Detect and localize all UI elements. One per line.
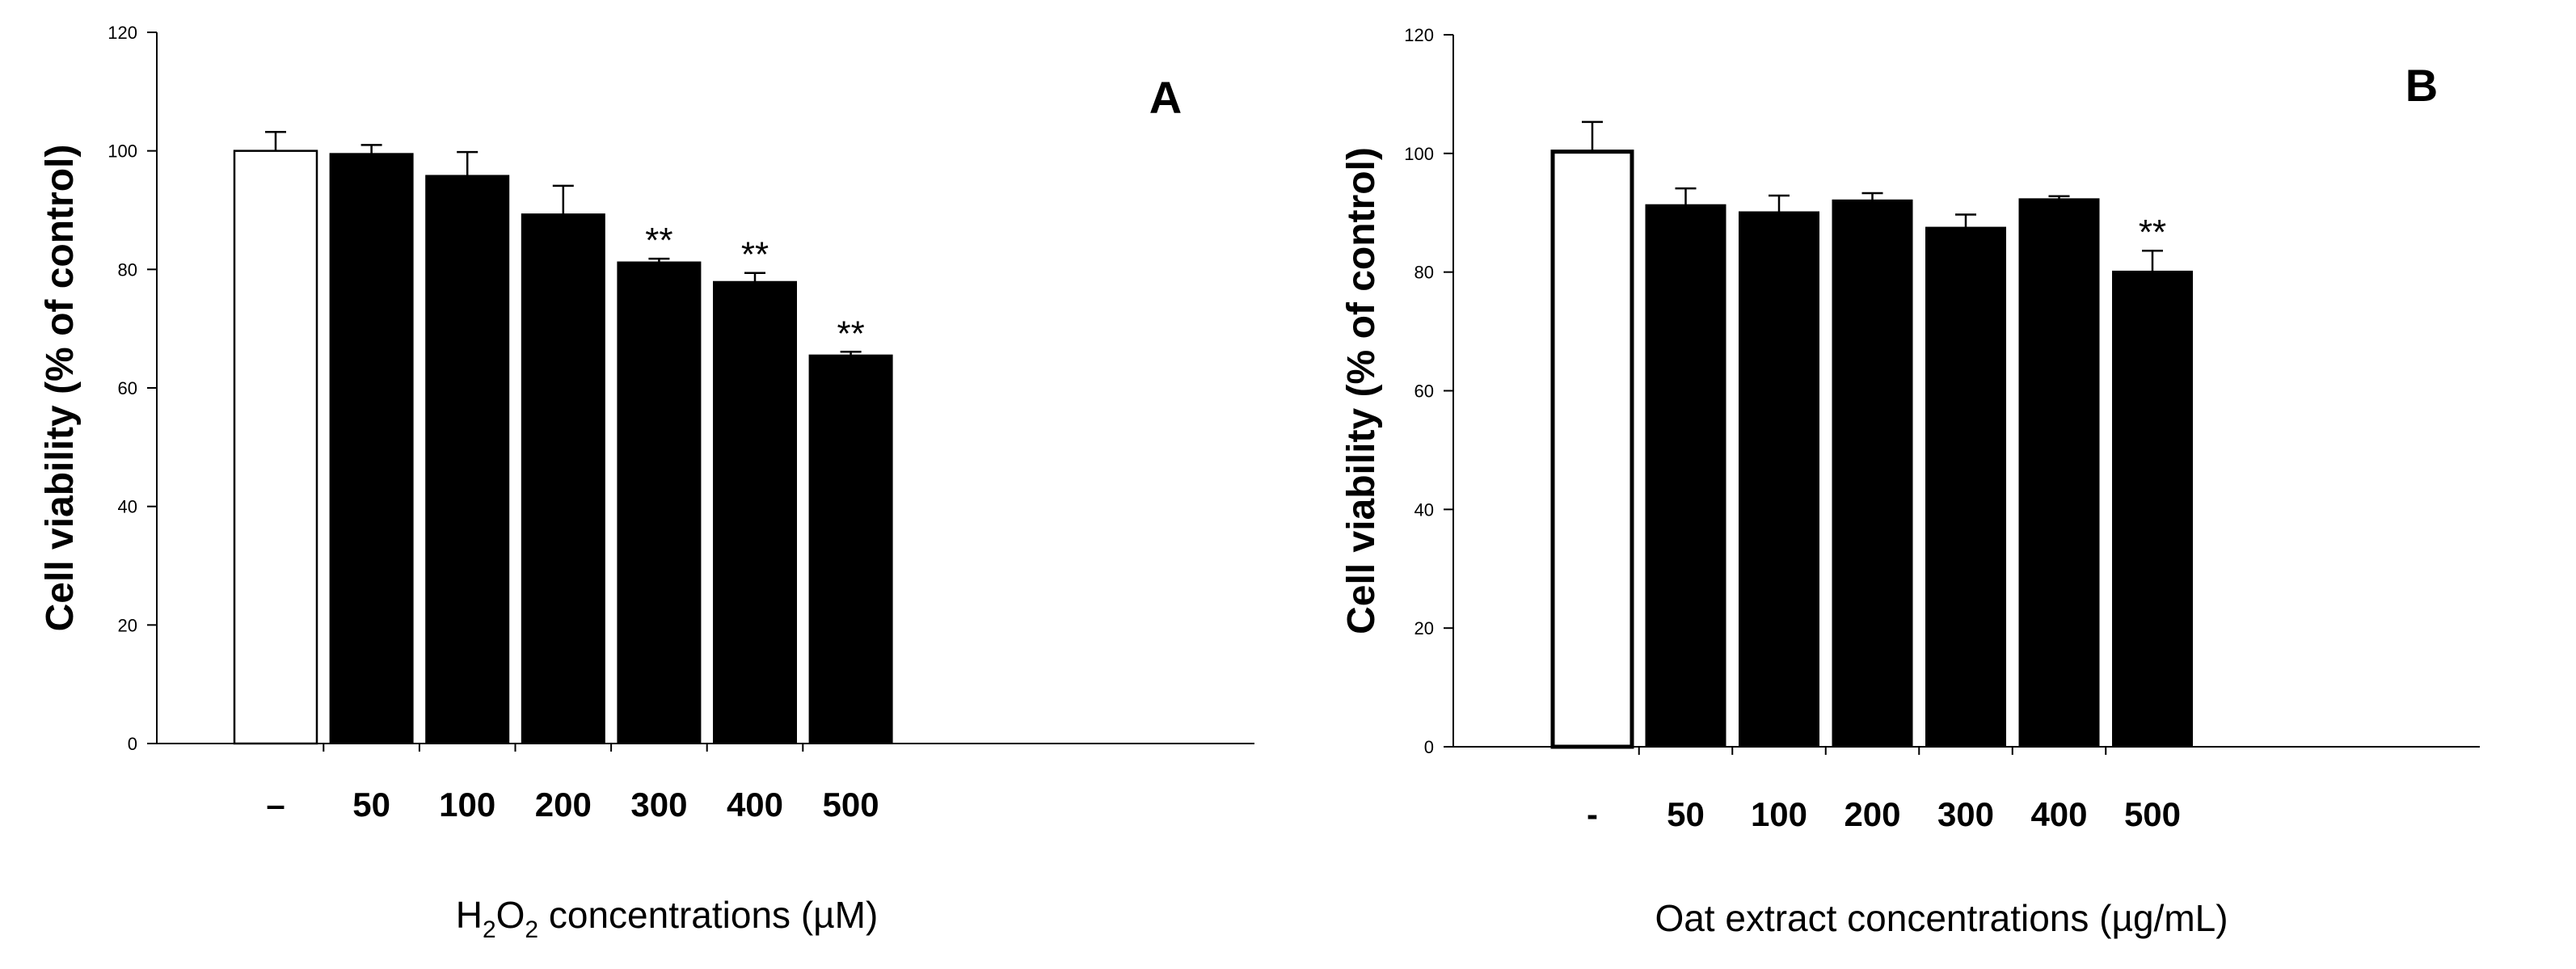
chart0-y-tick-label-1: 20 [118,615,137,635]
chart1-category-label-4: 300 [1937,795,1994,833]
chart1-significance-6: ** [2139,213,2166,252]
chart1-y-tick-label-4: 80 [1414,263,1434,283]
chart0-bar-5 [713,280,797,744]
chart1-bar-6 [2112,270,2193,748]
chart0-y-tick-label-2: 40 [118,497,137,517]
chart1-category-label-2: 100 [1751,795,1807,833]
chart1-y-tick-label-2: 40 [1414,499,1434,520]
chart1-bar-2 [1739,211,1819,748]
chart0-category-label-4: 300 [630,786,687,824]
chart0-y-tick-label-3: 60 [118,378,137,398]
chart0-y-tick-label-4: 80 [118,259,137,280]
chart1-panel: 0 20 40 60 80 100 120 - 50 100 200 300 400 500 ** Cell … [1340,25,2480,939]
chart1-category-label-6: 500 [2124,795,2181,833]
chart1-category-label-0: - [1587,795,1598,833]
chart1-bar-3 [1832,199,1913,748]
chart1-y-tick-label-1: 20 [1414,618,1434,638]
chart0-y-tick-label-5: 100 [108,141,137,162]
chart0-bar-3 [521,213,605,744]
chart0-x-axis-label-part-0: H [456,894,483,936]
chart1-category-label-5: 400 [2030,795,2087,833]
chart0-category-label-5: 400 [727,786,783,824]
chart1-bar-5 [2018,198,2100,748]
chart1-y-tick-label-0: 0 [1424,737,1434,757]
chart1-category-label-3: 200 [1844,795,1900,833]
chart1-y-axis-label: Cell viability (% of control) [1340,147,1383,634]
chart1-x-axis-label: Oat extract concentrations (µg/mL) [1655,897,2228,939]
chart0-bar-4 [617,261,702,744]
chart1-y-tick-label-3: 60 [1414,381,1434,402]
chart0-x-axis-label-part-2: O [496,894,525,936]
chart0-bar-2 [425,175,510,744]
chart0-category-label-1: 50 [352,786,390,824]
chart0-category-label-0: – [266,786,285,824]
chart0-x-axis-label-part-3: 2 [525,916,538,943]
chart1-bar-0 [1550,150,1634,749]
chart0-category-label-2: 100 [439,786,495,824]
chart0-bar-0 [233,150,318,745]
chart0-x-axis-label-part-4: concentrations (µM) [538,894,878,936]
chart0-panel: 0 20 40 60 80 100 120 – 50 100 200 300 ** 400 ** 500 ** C… [39,23,1254,943]
chart0-bar-6 [808,354,893,744]
chart0-panel-label: A [1149,72,1182,123]
chart0-category-label-3: 200 [535,786,592,824]
chart0-x-axis-label: H2O2 concentrations (µM) [456,894,879,943]
chart1-bar-1 [1645,204,1726,748]
chart1-y-tick-label-5: 100 [1404,144,1434,164]
chart0-y-tick-label-0: 0 [128,734,137,754]
chart0-y-tick-label-6: 120 [108,23,137,43]
chart1-bar-4 [1925,226,2006,748]
chart0-significance-5: ** [741,235,769,275]
chart0-significance-4: ** [645,221,672,260]
chart0-x-axis-label-part-1: 2 [483,916,496,943]
chart1-panel-label: B [2405,60,2438,111]
chart1-y-tick-label-6: 120 [1404,25,1434,45]
chart0-significance-6: ** [837,314,864,353]
chart0-y-axis-label: Cell viability (% of control) [39,145,82,632]
chart0-bar-1 [329,153,414,745]
chart0-category-label-6: 500 [823,786,879,824]
chart1-category-label-1: 50 [1667,795,1705,833]
